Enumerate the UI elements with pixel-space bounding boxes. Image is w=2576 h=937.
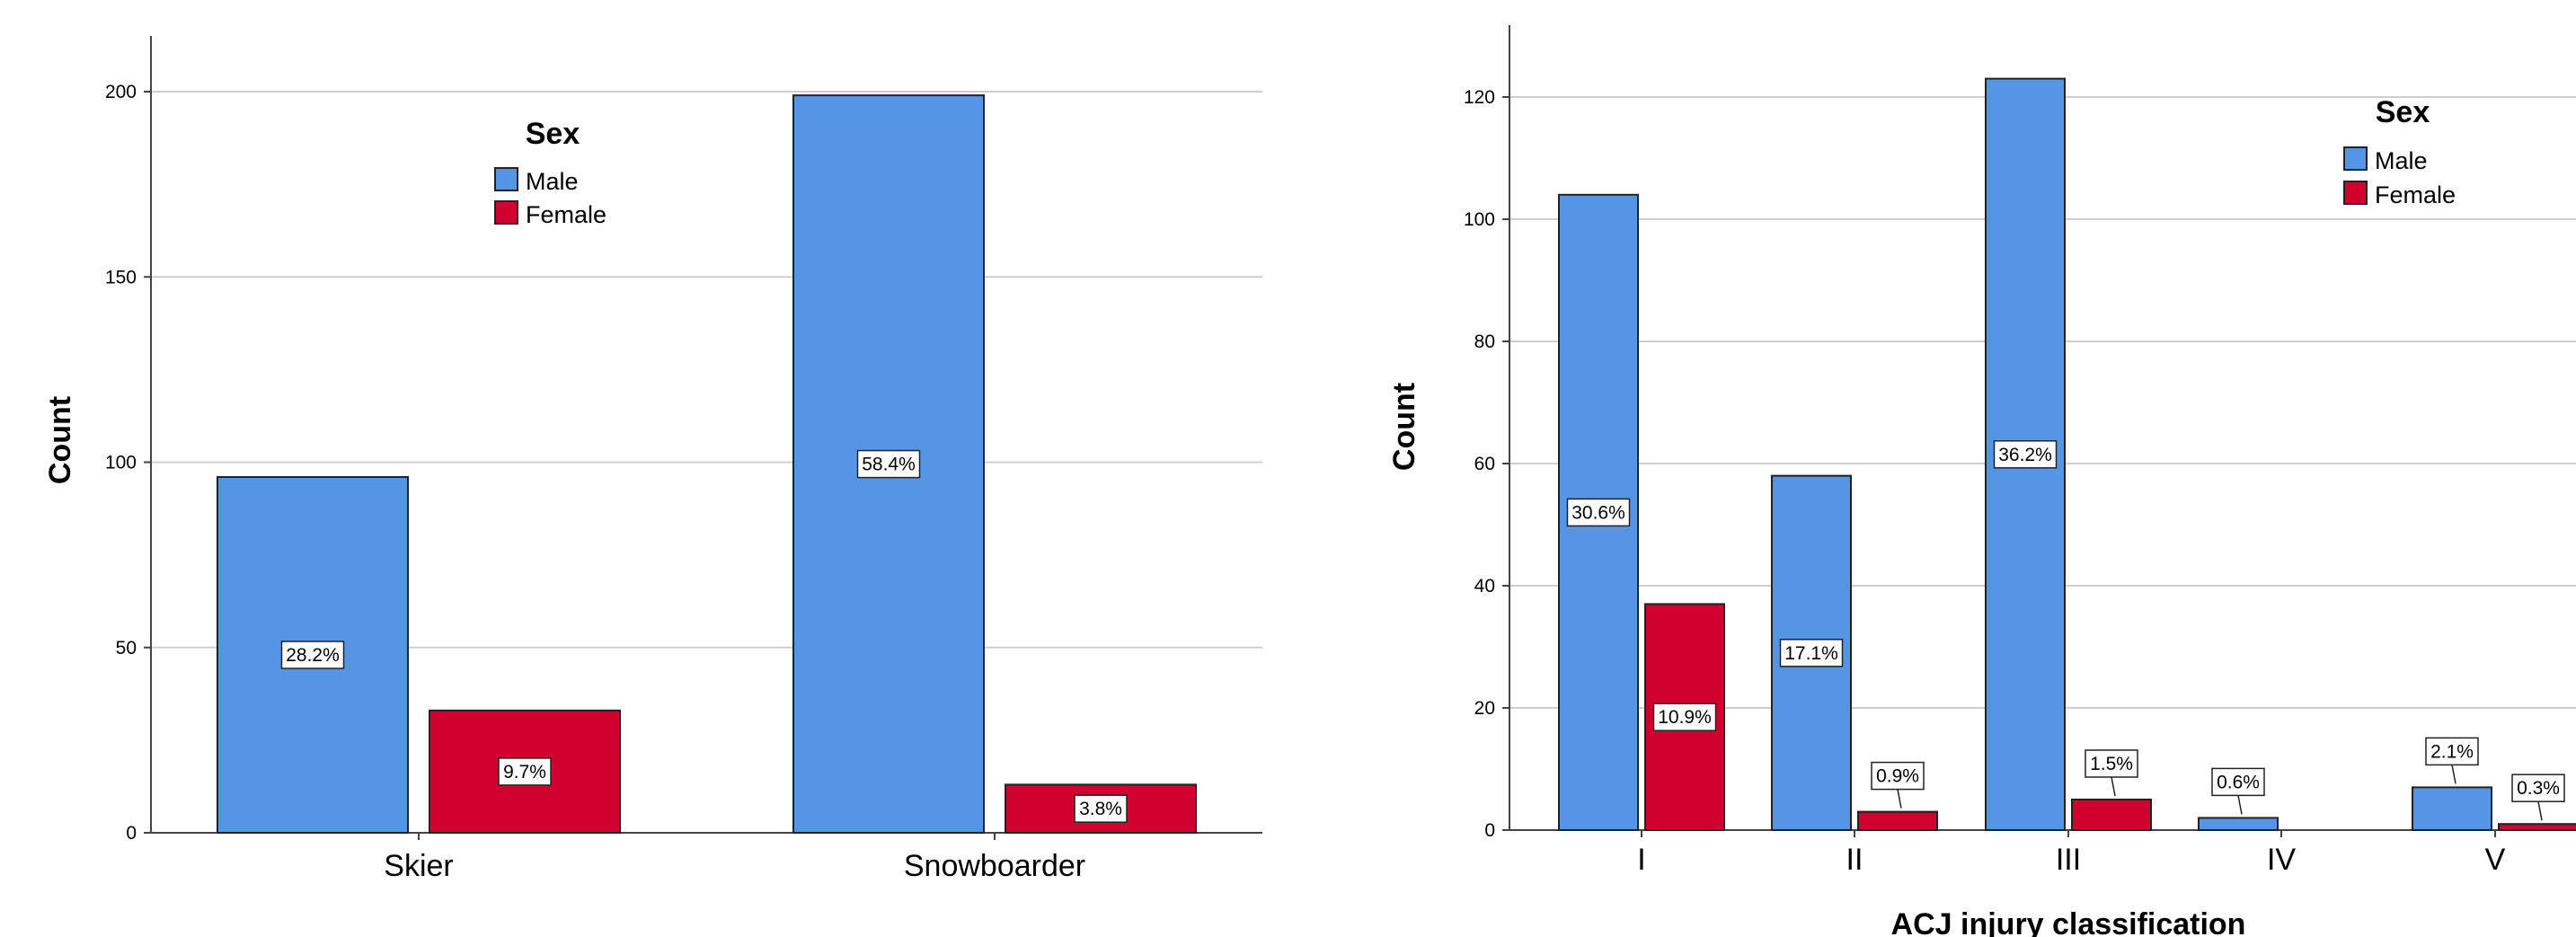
- data-label-leader: [2237, 795, 2243, 815]
- legend-swatch-female: [2343, 181, 2368, 205]
- legend-swatch-female: [494, 200, 518, 225]
- data-label-leader: [1897, 789, 1902, 809]
- data-label-box: [2511, 773, 2565, 802]
- data-label-leader: [2451, 765, 2456, 784]
- y-tick-label: 20: [1474, 698, 1495, 719]
- data-label-box: [2085, 749, 2138, 778]
- data-label-box: [856, 449, 921, 479]
- legend-label-male: Male: [526, 168, 579, 195]
- x-tick-label: Skier: [384, 849, 453, 883]
- data-label: 0.3%: [2517, 778, 2560, 799]
- data-label: 9.7%: [503, 762, 546, 782]
- x-axis-title: ACJ injury classification: [1891, 907, 2246, 937]
- data-label: 0.9%: [1876, 766, 1919, 787]
- data-label: 2.1%: [2430, 741, 2474, 762]
- legend-label-female: Female: [2375, 181, 2456, 208]
- legend-swatch-male: [2343, 146, 2368, 171]
- data-label: 58.4%: [862, 455, 916, 475]
- data-label-box: [1993, 440, 2058, 469]
- data-label-leader: [2111, 776, 2116, 797]
- y-tick-label: 150: [105, 267, 137, 287]
- data-label: 17.1%: [1784, 643, 1838, 664]
- y-tick-label: 0: [1484, 820, 1495, 841]
- y-tick-label: 60: [1474, 454, 1495, 474]
- y-tick-label: 200: [105, 82, 137, 102]
- data-label: 28.2%: [286, 645, 340, 666]
- y-axis-title: Count: [1387, 383, 1421, 471]
- x-tick-label: V: [2485, 843, 2506, 877]
- y-tick-label: 0: [126, 823, 137, 844]
- data-label: 30.6%: [1571, 502, 1625, 523]
- y-tick-label: 50: [116, 638, 137, 659]
- y-axis-title: Count: [43, 396, 77, 484]
- bar-male-iv: [2198, 817, 2279, 832]
- legend: Sex Male Female: [494, 117, 606, 228]
- x-tick-label: III: [2056, 843, 2081, 877]
- data-label-leader: [2537, 801, 2543, 821]
- bar-female-ii: [1857, 810, 1938, 831]
- data-label: 0.6%: [2217, 772, 2260, 792]
- legend-title: Sex: [526, 117, 580, 151]
- data-label: 10.9%: [1658, 707, 1712, 728]
- data-label-box: [1074, 794, 1128, 823]
- y-tick-label: 100: [105, 453, 137, 473]
- bar-male-v: [2412, 786, 2492, 832]
- legend: Sex Male Female: [2343, 95, 2456, 208]
- data-label-box: [1779, 639, 1844, 667]
- data-label-box: [1566, 498, 1631, 527]
- legend-label-female: Female: [526, 201, 606, 228]
- y-tick-label: 120: [1464, 87, 1495, 108]
- data-label: 1.5%: [2090, 754, 2133, 774]
- bar-female-v: [2498, 823, 2576, 832]
- data-label-box: [498, 757, 552, 786]
- chart-acj-classification-by-sex: 0 20 40 60 80 100 120 30.6% 17.1% 36.2% 0.6% 2.1% 1…: [1387, 25, 2576, 937]
- data-label-box: [2425, 737, 2479, 766]
- data-label-box: [1871, 761, 1925, 791]
- x-tick-label: IV: [2267, 843, 2296, 877]
- legend-label-male: Male: [2375, 147, 2428, 174]
- bar-female-iii: [2071, 799, 2152, 831]
- data-label-box: [1652, 703, 1717, 731]
- y-tick-label: 40: [1474, 576, 1495, 597]
- x-tick-label: II: [1846, 843, 1863, 877]
- x-tick-label: I: [1637, 843, 1645, 877]
- data-label-box: [2211, 767, 2265, 797]
- legend-title: Sex: [2376, 95, 2430, 129]
- data-label: 36.2%: [1998, 445, 2052, 465]
- data-label: 3.8%: [1079, 799, 1122, 819]
- data-label-box: [280, 641, 345, 669]
- legend-swatch-male: [494, 167, 518, 191]
- x-tick-label: Snowboarder: [904, 849, 1085, 883]
- chart-sport-by-sex: 0 50 100 150 200 28.2% 58.4% 9.7% 3.8% Skier Sno…: [43, 36, 1262, 883]
- y-tick-label: 100: [1464, 209, 1495, 230]
- y-tick-label: 80: [1474, 331, 1495, 352]
